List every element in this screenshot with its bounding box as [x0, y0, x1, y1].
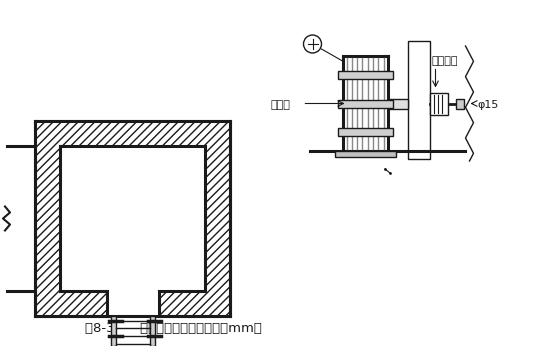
Bar	[158, 291, 230, 316]
Bar	[35, 146, 60, 291]
Bar	[35, 121, 230, 146]
Bar	[337, 128, 392, 136]
Bar	[429, 92, 448, 115]
Text: 筱槛门: 筱槛门	[270, 100, 290, 110]
Text: 图8-3      电梯井口防护门（单位：mm）: 图8-3 电梯井口防护门（单位：mm）	[85, 322, 262, 335]
Bar	[388, 99, 407, 109]
Circle shape	[304, 35, 321, 53]
Bar	[337, 100, 392, 108]
Bar	[60, 146, 205, 291]
Text: 膨胀螺栓: 膨胀螺栓	[432, 56, 458, 66]
Bar	[455, 99, 464, 109]
Bar	[337, 71, 392, 79]
Bar	[150, 316, 155, 346]
Bar	[407, 41, 429, 159]
Bar	[35, 121, 230, 146]
Bar	[35, 291, 107, 316]
Bar	[205, 146, 230, 291]
Bar	[35, 121, 230, 316]
Bar	[407, 41, 429, 159]
Bar	[335, 151, 395, 157]
Bar	[110, 316, 115, 346]
Text: φ15: φ15	[477, 100, 499, 110]
